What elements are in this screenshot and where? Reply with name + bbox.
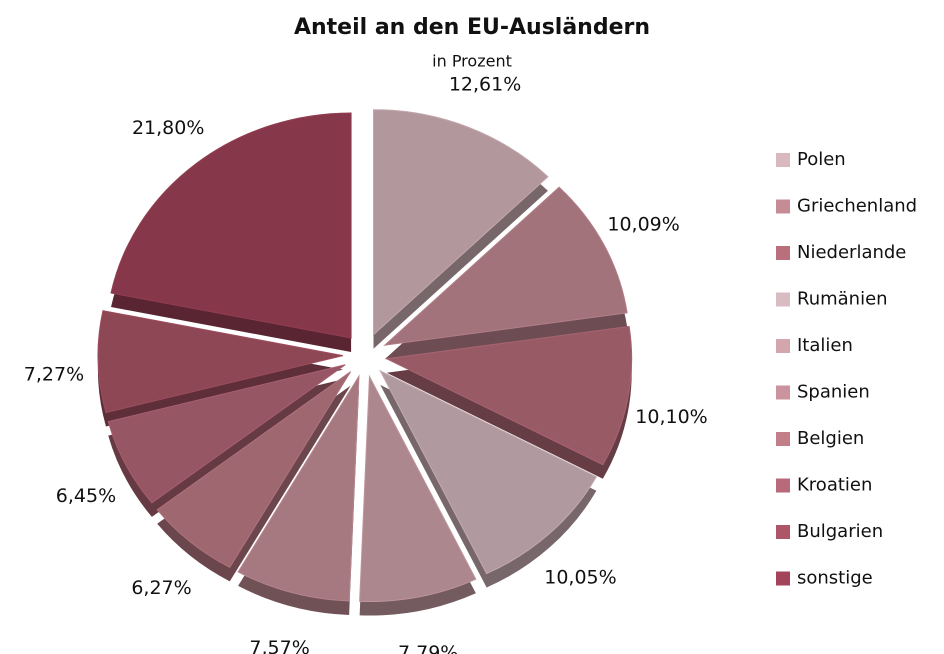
legend-label: Belgien (797, 428, 864, 449)
legend-swatch (776, 525, 790, 539)
slice (379, 369, 598, 575)
slice (359, 374, 477, 603)
slice (372, 109, 549, 336)
chart-title: Anteil an den EU-Ausländern (294, 15, 650, 40)
legend-swatch (776, 292, 790, 307)
legend-label: sonstige (797, 568, 873, 589)
legend-label: Italien (797, 335, 853, 356)
legend-swatch (776, 571, 790, 586)
value-label: 10,10% (635, 406, 707, 428)
legend-label: Griechenland (797, 196, 917, 217)
chart-subtitle: in Prozent (432, 52, 512, 71)
legend-swatch (776, 478, 790, 493)
value-label: 6,45% (56, 485, 116, 507)
legend-label: Rumänien (797, 289, 888, 310)
value-label: 21,80% (132, 117, 204, 139)
value-label: 7,57% (249, 637, 309, 654)
slice (237, 374, 360, 602)
slice (384, 325, 633, 466)
legend-label: Spanien (797, 382, 870, 403)
value-label: 10,09% (607, 213, 679, 235)
legend-swatch (776, 246, 790, 260)
legend-swatch (776, 339, 790, 353)
slice (107, 364, 346, 504)
legend-swatch (776, 153, 790, 167)
slice (156, 371, 352, 569)
slice (97, 310, 344, 414)
value-label: 12,61% (449, 74, 521, 96)
value-label: 7,27% (24, 363, 84, 385)
value-label: 7,79% (398, 642, 458, 654)
legend-label: Bulgarien (797, 521, 883, 542)
legend-swatch (776, 432, 790, 446)
legend-label: Polen (797, 149, 846, 170)
legend-swatch (776, 199, 790, 214)
slice (383, 186, 628, 346)
slice (110, 112, 352, 339)
value-label: 10,05% (544, 567, 616, 589)
value-label: 6,27% (131, 577, 191, 599)
legend-label: Niederlande (797, 242, 906, 263)
legend-swatch (776, 385, 790, 400)
legend-label: Kroatien (797, 475, 872, 496)
